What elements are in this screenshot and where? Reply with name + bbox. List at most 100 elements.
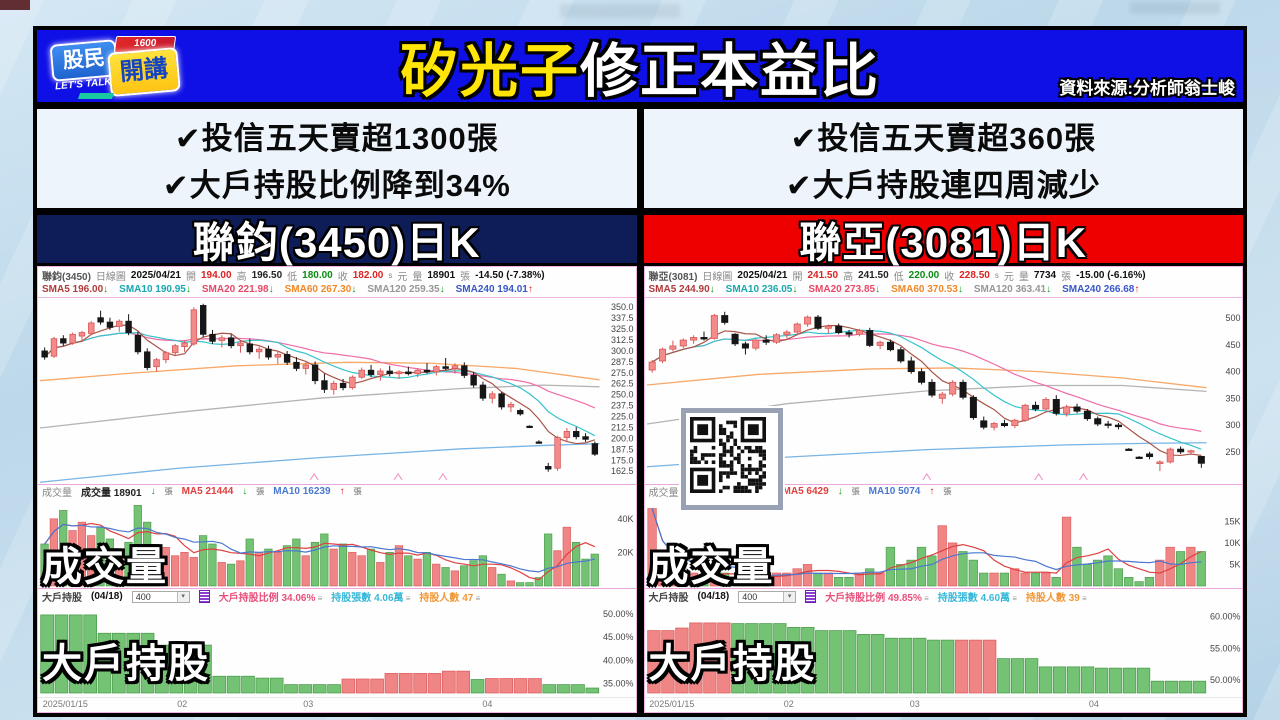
svg-text:350: 350 bbox=[1225, 393, 1240, 403]
ohlc-label: 高 bbox=[843, 271, 854, 283]
holders-bar bbox=[1150, 680, 1164, 693]
threshold-dropdown[interactable]: 400 ▾ bbox=[131, 590, 190, 603]
volume-bar bbox=[282, 544, 292, 586]
volume-bar bbox=[217, 561, 226, 586]
ohlc-value: 220.00 bbox=[908, 269, 940, 281]
candle bbox=[679, 339, 687, 346]
candle bbox=[283, 353, 291, 363]
volume-bar bbox=[236, 560, 245, 586]
volume-bar bbox=[544, 533, 553, 586]
holders-bar bbox=[926, 639, 940, 693]
holders-legend-item: 大戶持股比例 49.85% ≡ bbox=[825, 589, 929, 604]
candle bbox=[591, 442, 599, 455]
candle bbox=[358, 369, 365, 378]
volume-bar bbox=[441, 566, 450, 586]
volume-bar bbox=[469, 560, 478, 586]
ohlc-value: 180.00 bbox=[302, 269, 333, 281]
legend-value: 49.85% bbox=[887, 593, 922, 605]
volume-bar bbox=[553, 549, 562, 586]
down-arrow-icon: ↓ bbox=[439, 284, 445, 296]
dropdown-arrow-icon[interactable]: ▾ bbox=[176, 591, 189, 602]
volume-unit: 張 bbox=[460, 271, 471, 283]
holders-bar bbox=[198, 644, 212, 693]
holders-bar bbox=[1052, 666, 1066, 693]
dropdown-arrow-icon[interactable]: ▾ bbox=[783, 591, 796, 602]
volume-bar bbox=[310, 541, 320, 586]
sma-legend-item: SMA5 196.00↓ bbox=[42, 284, 108, 295]
volume-bar bbox=[905, 559, 916, 586]
svg-text:15K: 15K bbox=[1224, 516, 1240, 526]
volume-bar bbox=[843, 576, 854, 586]
holders-bar bbox=[97, 632, 112, 693]
stock-title-right: 聯亞(3081)日K bbox=[643, 215, 1243, 266]
candle bbox=[498, 393, 505, 407]
volume-bar bbox=[572, 541, 581, 586]
bullet-item: ✔大戶持股比例降到34% bbox=[162, 167, 511, 203]
volume-bar bbox=[1051, 576, 1061, 586]
holders-bar bbox=[716, 622, 731, 693]
volume-bar bbox=[180, 551, 189, 586]
candle bbox=[886, 341, 894, 350]
holders-bar bbox=[169, 644, 184, 693]
threshold-dropdown[interactable]: 400 ▾ bbox=[738, 590, 797, 603]
holders-bar bbox=[1010, 657, 1024, 693]
candle bbox=[1176, 448, 1184, 452]
candle bbox=[668, 345, 676, 350]
price-chart-pane: 350.0 337.5 325.0 312.5 300.0 287.5 275.0 262.5… bbox=[38, 298, 636, 484]
up-arrow-icon: ↑ bbox=[527, 284, 533, 296]
volume-bar bbox=[988, 572, 999, 586]
holders-pane: 大戶持股 (04/18) 400 ▾ 大戶持股比例 34.06% ≡ 持股張數 4.06萬… bbox=[38, 587, 636, 698]
svg-text:212.5: 212.5 bbox=[611, 422, 633, 432]
holders-bar bbox=[996, 657, 1010, 693]
legend-marker-icon: ≡ bbox=[315, 594, 323, 604]
candle bbox=[50, 337, 58, 357]
down-arrow-icon: ↓ bbox=[957, 284, 963, 296]
holders-bar bbox=[1122, 667, 1136, 693]
holders-bar bbox=[758, 622, 772, 693]
sma-value: SMA20 221.98 bbox=[201, 284, 269, 296]
holders-date: (04/18) bbox=[91, 591, 123, 603]
SMA10-line bbox=[44, 331, 596, 436]
volume-ma10-line bbox=[44, 523, 595, 573]
candle bbox=[1021, 404, 1029, 421]
volume-bar bbox=[40, 543, 49, 586]
svg-text:5K: 5K bbox=[1229, 559, 1240, 569]
candle bbox=[1073, 406, 1081, 412]
legend-label: 持股張數 bbox=[331, 593, 375, 605]
svg-text:250: 250 bbox=[1225, 446, 1240, 456]
sma-value: SMA240 194.01 bbox=[455, 284, 528, 296]
holders-bar bbox=[1038, 666, 1052, 693]
grid-settings-icon[interactable] bbox=[805, 590, 817, 604]
legend-label: 大戶持股比例 bbox=[825, 593, 888, 605]
candle bbox=[658, 348, 666, 361]
volume-bar bbox=[864, 568, 874, 586]
holders-legend-item: 持股張數 4.60萬 ≡ bbox=[938, 589, 1017, 604]
sma-legend-item: SMA120 259.35↓ bbox=[367, 284, 444, 295]
sma-legend-item: SMA10 190.95↓ bbox=[119, 284, 191, 295]
holders-bar bbox=[384, 672, 399, 693]
ohlc-label: 收 bbox=[944, 271, 955, 283]
sma-legend-item: SMA60 370.53↓ bbox=[891, 284, 963, 295]
holders-bar bbox=[968, 639, 982, 693]
holders-bar bbox=[427, 672, 442, 693]
volume-bar bbox=[115, 548, 124, 586]
divider bbox=[636, 266, 644, 713]
volume-bar bbox=[590, 553, 599, 586]
volume-bar bbox=[1113, 568, 1123, 586]
sma-legend-item: SMA240 194.01↑ bbox=[456, 284, 533, 295]
SMA60-line bbox=[39, 361, 600, 381]
legend-marker-icon: ≡ bbox=[1010, 594, 1017, 604]
legend-value: 4.60萬 bbox=[980, 593, 1011, 605]
key-points-left: ✔投信五天賣超1300張 ✔大戶持股比例降到34% bbox=[37, 109, 637, 208]
volume-bar bbox=[506, 580, 515, 586]
holders-bar bbox=[355, 678, 370, 693]
candle bbox=[731, 333, 739, 344]
volume-chart: 40K 20K bbox=[40, 504, 634, 586]
grid-settings-icon[interactable] bbox=[198, 590, 210, 604]
holders-bar bbox=[1080, 666, 1094, 693]
holders-bar bbox=[54, 614, 69, 693]
candle bbox=[181, 342, 188, 347]
candle bbox=[386, 370, 393, 374]
volume-value: 成交量 18901 bbox=[81, 487, 142, 499]
holders-bar bbox=[1094, 667, 1108, 693]
